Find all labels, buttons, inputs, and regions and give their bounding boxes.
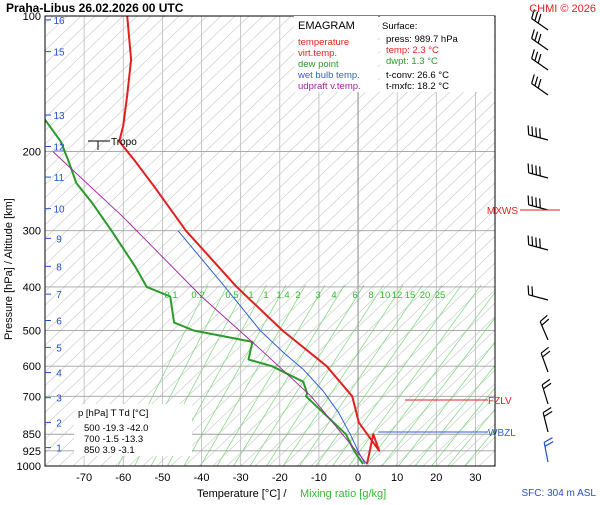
mixing-ratio-label: 0.2 <box>191 290 204 301</box>
altitude-tick-label: 12 <box>53 143 65 154</box>
levels-table-row: 500 -19.3 -42.0 <box>84 423 148 434</box>
legend: EMAGRAM temperature virt.temp. dew point… <box>294 16 378 92</box>
surface-tmxfc: t-mxfc: 18.2 °C <box>386 81 449 92</box>
surface-tconv: t-conv: 26.6 °C <box>386 70 449 81</box>
mixing-ratio-label: 0.5 <box>225 290 238 301</box>
mxws-label: MXWS <box>487 206 518 217</box>
y-tick-label: 925 <box>23 446 41 458</box>
levels-table-row: 700 -1.5 -13.3 <box>84 434 143 445</box>
x-tick-label: 20 <box>430 472 442 484</box>
surface-dwpt: dwpt: 1.3 °C <box>386 56 438 67</box>
mixing-ratio-label: 8 <box>368 290 373 301</box>
altitude-tick-label: 7 <box>56 290 62 301</box>
legend-item-dew-point: dew point <box>298 59 339 70</box>
y-tick-label: 200 <box>23 146 41 158</box>
tropo-label: Tropo <box>111 137 137 148</box>
altitude-tick-label: 16 <box>53 16 65 27</box>
legend-item-updraft: udpraft v.temp. <box>298 81 361 92</box>
x-tick-label: -40 <box>194 472 210 484</box>
mixing-ratio-label: 3 <box>315 290 320 301</box>
x-tick-label: -30 <box>233 472 249 484</box>
mixing-ratio-label: 1 <box>263 290 268 301</box>
altitude-tick-label: 9 <box>56 234 62 245</box>
mixing-ratio-label: 12 <box>392 290 403 301</box>
x-tick-label: -20 <box>272 472 288 484</box>
legend-item-temperature: temperature <box>298 37 349 48</box>
mixing-ratio-label: 0.1 <box>164 290 177 301</box>
fzlv-label: FZLV <box>488 396 512 407</box>
surface-press: press: 989.7 hPa <box>386 34 459 45</box>
levels-table-row: 850 3.9 -3.1 <box>84 445 135 456</box>
mixing-ratio-label: 15 <box>405 290 416 301</box>
altitude-tick-label: 5 <box>56 343 62 354</box>
mixing-ratio-label: 2 <box>295 290 300 301</box>
x-tick-label: 0 <box>355 472 361 484</box>
mixing-ratio-label: 25 <box>435 290 446 301</box>
y-tick-label: 1000 <box>17 461 41 473</box>
copyright-text: CHMI © 2026 <box>529 3 596 15</box>
mixing-ratio-label: 10 <box>380 290 391 301</box>
altitude-tick-label: 11 <box>54 173 65 184</box>
wbzl-label: WBZL <box>488 428 516 439</box>
mixing-ratio-label: 4 <box>331 290 336 301</box>
y-tick-label: 500 <box>23 326 41 338</box>
x-tick-label: -60 <box>115 472 131 484</box>
altitude-tick-label: 1 <box>56 444 62 455</box>
y-axis-label: Pressure [hPa] / Altitude [km] <box>3 198 15 340</box>
x-axis-label-mix: Mixing ratio [g/kg] <box>300 488 386 500</box>
x-tick-label: -50 <box>154 472 170 484</box>
legend-title: EMAGRAM <box>298 20 355 32</box>
altitude-tick-label: 13 <box>53 111 65 122</box>
y-tick-label: 400 <box>23 282 41 294</box>
altitude-tick-label: 10 <box>53 205 65 216</box>
y-tick-label: 600 <box>23 361 41 373</box>
legend-item-wet-bulb: wet bulb temp. <box>297 70 360 81</box>
x-axis-label-temp: Temperature [°C] / <box>197 488 287 500</box>
mixing-ratio-label: 1 <box>248 290 253 301</box>
y-tick-label: 850 <box>23 429 41 441</box>
mixing-ratio-label: 20 <box>420 290 431 301</box>
x-tick-label: -10 <box>311 472 327 484</box>
surface-title: Surface: <box>382 21 417 32</box>
legend-item-virt-temp: virt.temp. <box>298 48 337 59</box>
x-tick-label: -70 <box>76 472 92 484</box>
x-tick-label: 30 <box>469 472 481 484</box>
mixing-ratio-label: 6 <box>352 290 357 301</box>
chart-title: Praha-Libus 26.02.2026 00 UTC <box>6 1 184 15</box>
altitude-tick-label: 4 <box>56 369 62 380</box>
surface-height-label: SFC: 304 m ASL <box>522 488 597 499</box>
altitude-tick-label: 2 <box>56 418 62 429</box>
levels-table-header: p [hPa] T Td [°C] <box>78 408 148 419</box>
y-tick-label: 300 <box>23 226 41 238</box>
altitude-tick-label: 15 <box>53 48 65 59</box>
surface-temp: temp: 2.3 °C <box>386 45 439 56</box>
levels-table: p [hPa] T Td [°C] 500 -19.3 -42.0 700 -1… <box>74 404 192 456</box>
x-tick-label: 10 <box>391 472 403 484</box>
surface-info: Surface: press: 989.7 hPa temp: 2.3 °C d… <box>380 16 494 92</box>
altitude-tick-label: 6 <box>56 317 62 328</box>
altitude-tick-label: 8 <box>56 262 62 273</box>
mixing-ratio-label: 1.4 <box>276 290 289 301</box>
y-tick-label: 700 <box>23 391 41 403</box>
altitude-tick-label: 3 <box>56 394 62 405</box>
